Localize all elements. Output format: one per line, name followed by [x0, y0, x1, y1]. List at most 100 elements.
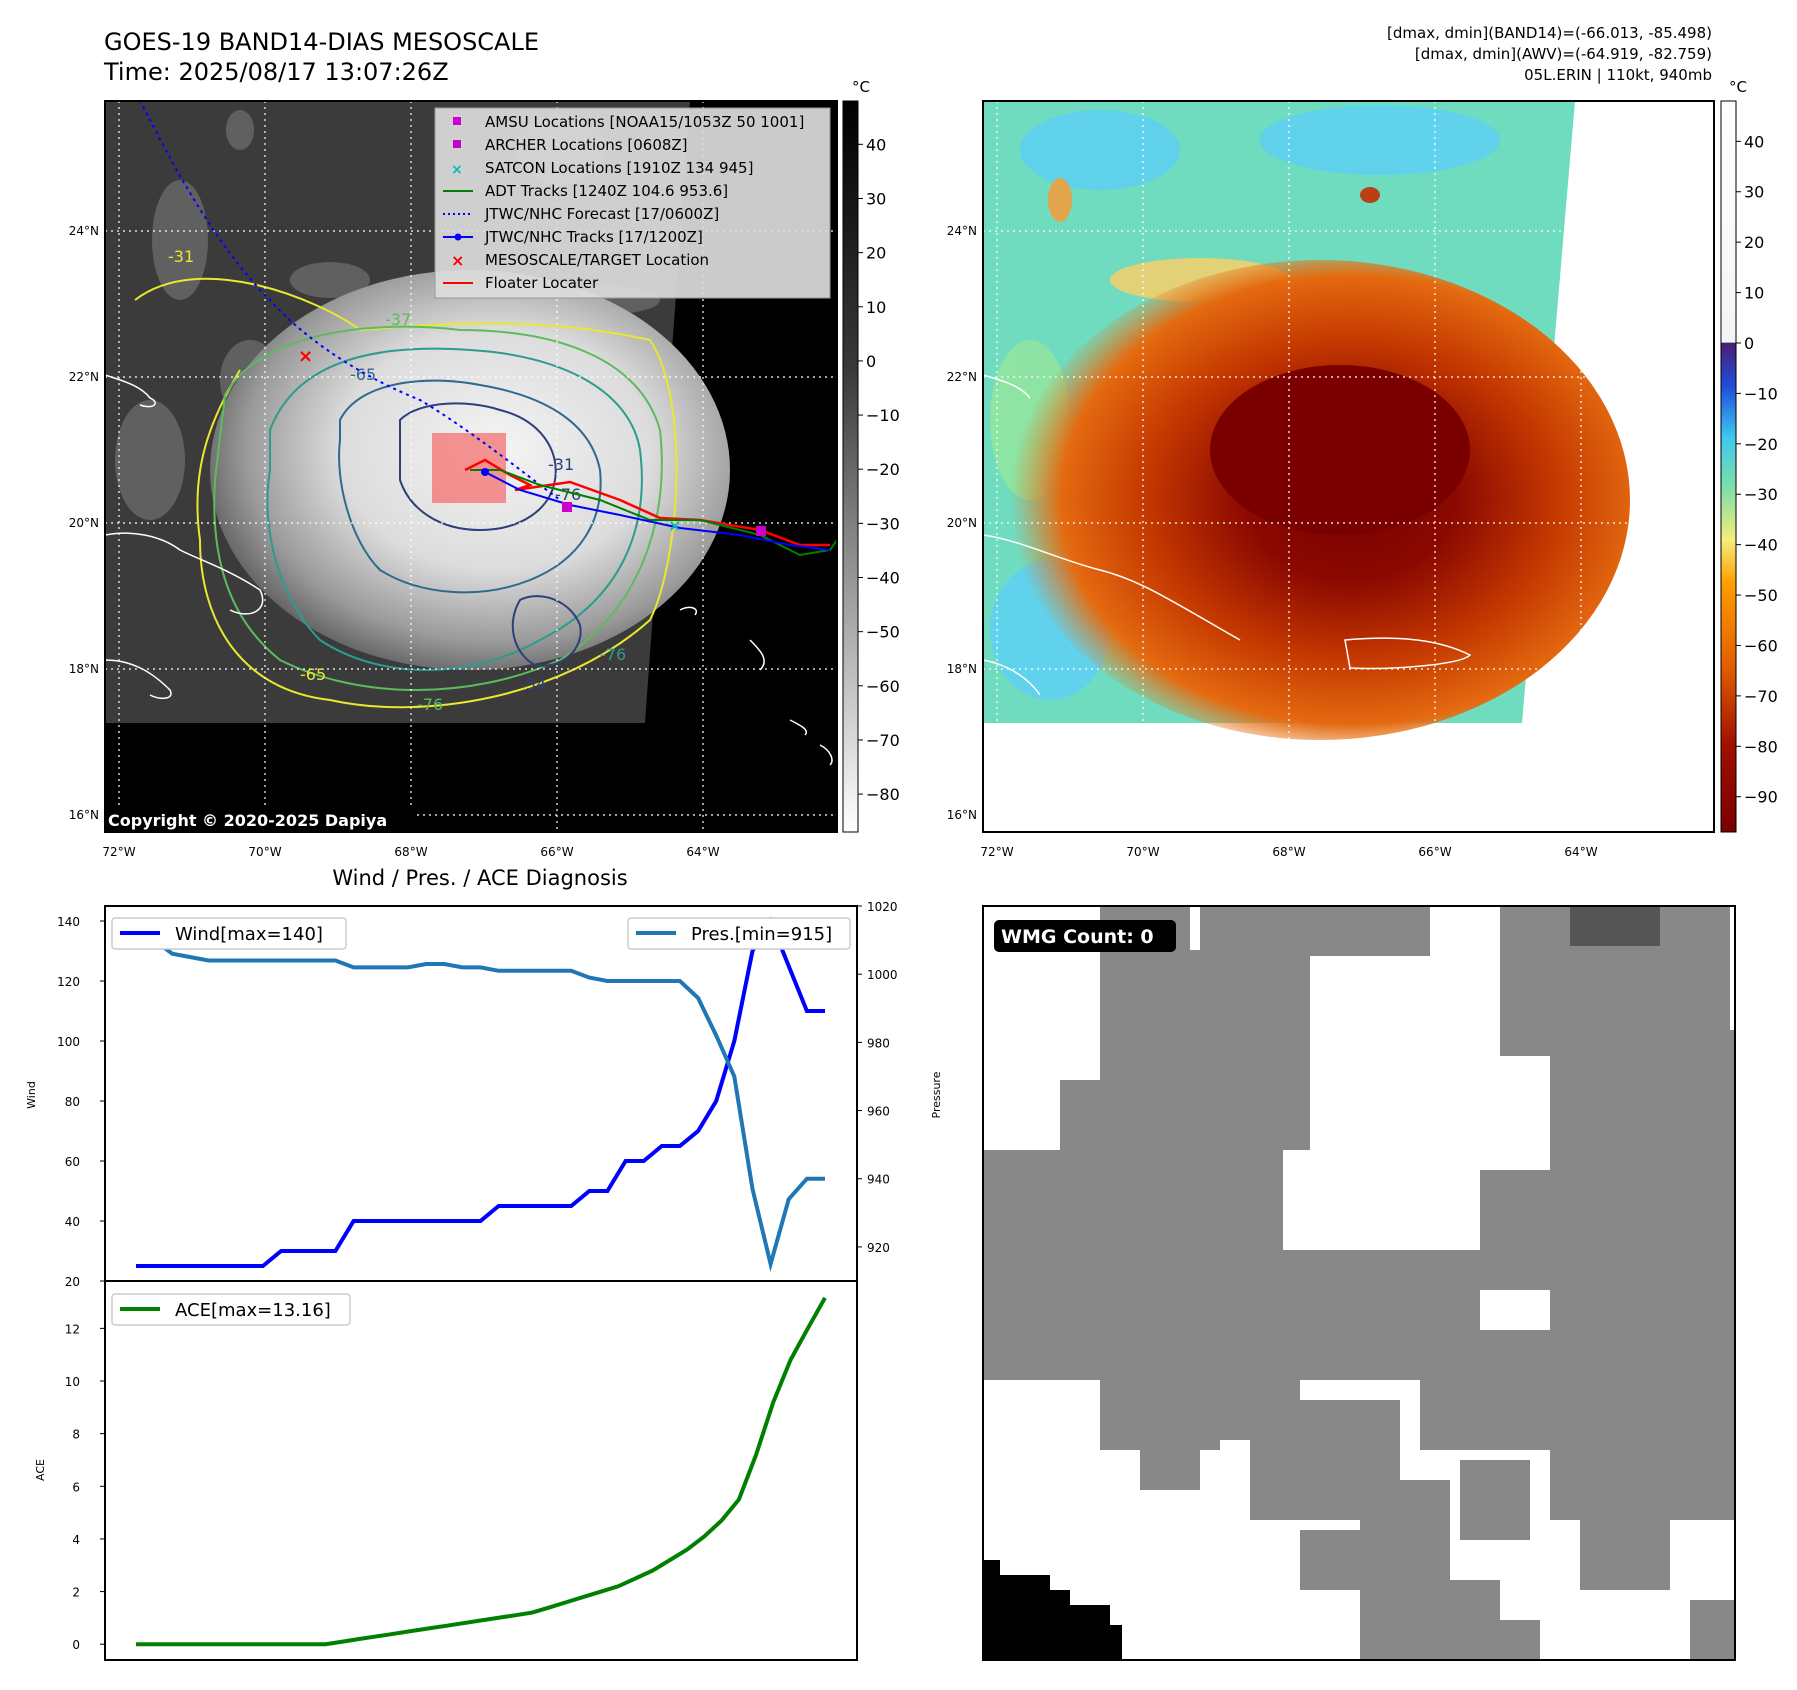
wind-series-line: [136, 916, 825, 1268]
contour-label: -31: [548, 455, 574, 474]
figure-title-line1: GOES-19 BAND14-DIAS MESOSCALE: [104, 28, 539, 56]
colorbar-tick-label: 20: [866, 244, 886, 263]
lon-tick-label: 70°W: [248, 845, 281, 859]
mesoscale-target-marker: ×: [298, 346, 313, 367]
contour-label: -31: [168, 247, 194, 266]
ace-axis-label: ACE: [34, 1459, 47, 1481]
contour-label: -65: [300, 665, 326, 684]
figure-title-line2: Time: 2025/08/17 13:07:26Z: [103, 58, 449, 86]
awv-colorbar: °C 40 30 20 10 0 −10 −20 −30 −40 −50 −60 −70 −80 −90: [1720, 78, 1778, 833]
legend-marker-square: [453, 140, 461, 148]
satcon-marker: ×: [668, 516, 681, 535]
awv-map-frame: [982, 100, 1715, 833]
legend-label: AMSU Locations [NOAA15/1053Z 50 1001]: [485, 113, 804, 131]
lat-tick-label: 18°N: [947, 662, 977, 676]
lon-tick-label: 68°W: [1272, 845, 1305, 859]
wmg-count-badge: [994, 920, 1176, 952]
diagnosis-title: Wind / Pres. / ACE Diagnosis: [332, 866, 627, 890]
ir-colorbar-unit: °C: [852, 78, 870, 96]
archer-marker: [756, 526, 766, 536]
wmg-panel: WMG Count: 0: [982, 905, 1736, 1661]
colorbar-tick-label: −40: [1744, 536, 1778, 555]
colorbar-tick-label: −10: [866, 406, 900, 425]
legend-item: JTWC/NHC Tracks [17/1200Z]: [443, 228, 703, 246]
wind-legend-box: [111, 917, 347, 950]
legend-label: ADT Tracks [1240Z 104.6 953.6]: [485, 182, 728, 200]
legend: AMSU Locations [NOAA15/1053Z 50 1001] AR…: [434, 107, 831, 299]
y-tick-label: 1020: [867, 900, 898, 914]
ir-map: -31 -37 -65 -76 -54 -76 -65 -31 -76 × ×: [69, 100, 838, 859]
lat-tick-label: 16°N: [69, 808, 99, 822]
wmg-dark-block: [1570, 906, 1660, 946]
y-tick-label: 100: [57, 1035, 80, 1049]
lon-tick-label: 64°W: [686, 845, 719, 859]
ir-colorbar: °C 40 30 20 10 0 −10 −20 −30 −40 −50 −60 −70 −80: [842, 78, 900, 833]
lat-tick-label: 20°N: [947, 516, 977, 530]
legend-label: MESOSCALE/TARGET Location: [485, 251, 709, 269]
pressure-legend-box: [627, 917, 851, 950]
contour-label: -37: [385, 310, 411, 329]
legend-marker-x: ×: [451, 162, 463, 178]
y-tick-label: 920: [867, 1241, 890, 1255]
awv-lat-labels: 24°N 22°N 20°N 18°N 16°N: [947, 224, 977, 822]
ir-colorbar-scale: [842, 100, 859, 833]
contour-label: -76: [417, 695, 443, 714]
colorbar-tick-label: 0: [866, 352, 876, 371]
y-tick-label: 0: [72, 1638, 80, 1652]
ace-panel: [104, 1280, 858, 1661]
wind-legend-label: Wind[max=140]: [175, 924, 323, 945]
legend-label: JTWC/NHC Tracks [17/1200Z]: [484, 228, 703, 246]
lat-tick-label: 24°N: [69, 224, 99, 238]
lon-tick-label: 70°W: [1126, 845, 1159, 859]
jtwc-track: [484, 471, 831, 551]
lat-tick-label: 20°N: [69, 516, 99, 530]
colorbar-tick-label: −80: [866, 785, 900, 804]
legend-label: JTWC/NHC Forecast [17/0600Z]: [484, 205, 719, 223]
y-tick-label: 2: [72, 1586, 80, 1600]
contour-label: -65: [350, 365, 376, 384]
y-tick-label: 980: [867, 1036, 890, 1050]
lat-tick-label: 22°N: [947, 370, 977, 384]
y-tick-label: 4: [72, 1533, 80, 1547]
awv-colorbar-unit: °C: [1729, 78, 1747, 96]
ace-legend-label: ACE[max=13.16]: [175, 1300, 331, 1321]
colorbar-tick-label: −70: [866, 731, 900, 750]
ir-contours: [134, 277, 678, 709]
colorbar-tick-label: 30: [866, 189, 886, 208]
lat-tick-label: 24°N: [947, 224, 977, 238]
legend-item: ARCHER Locations [0608Z]: [453, 136, 688, 154]
wmg-frame: [982, 905, 1736, 1661]
wmg-count-label: WMG Count: 0: [1001, 926, 1154, 948]
y-tick-label: 8: [72, 1428, 80, 1442]
colorbar-tick-label: 40: [866, 135, 886, 154]
lat-tick-label: 18°N: [69, 662, 99, 676]
y-tick-label: 40: [65, 1215, 80, 1229]
lat-tick-label: 22°N: [69, 370, 99, 384]
y-tick-label: 120: [57, 975, 80, 989]
ir-lat-labels: 24°N 22°N 20°N 18°N 16°N: [69, 224, 99, 822]
colorbar-tick-label: −50: [1744, 586, 1778, 605]
wmg-black-block: [983, 1560, 1122, 1660]
legend-item: × SATCON Locations [1910Z 134 945]: [451, 159, 753, 178]
colorbar-tick-label: 0: [1744, 334, 1754, 353]
ir-lon-labels: 72°W 70°W 68°W 66°W 64°W: [102, 845, 719, 859]
colorbar-tick-label: −20: [1744, 435, 1778, 454]
wmg-mask-blocks: [983, 906, 1735, 1660]
legend-item: ADT Tracks [1240Z 104.6 953.6]: [443, 182, 728, 200]
colorbar-tick-label: −60: [1744, 636, 1778, 655]
ir-map-frame: [104, 100, 838, 833]
wind-axis-label: Wind: [25, 1081, 38, 1109]
awv-gridlines: [983, 101, 1714, 832]
y-tick-label: 20: [65, 1275, 80, 1289]
legend-item: × MESOSCALE/TARGET Location: [451, 251, 709, 270]
y-tick-label: 960: [867, 1105, 890, 1119]
lon-tick-label: 72°W: [102, 845, 135, 859]
colorbar-tick-label: 10: [1744, 284, 1764, 303]
awv-lon-labels: 72°W 70°W 68°W 66°W 64°W: [980, 845, 1597, 859]
legend-marker-square: [453, 117, 461, 125]
colorbar-tick-label: −80: [1744, 737, 1778, 756]
y-tick-label: 80: [65, 1095, 80, 1109]
ace-series-line: [136, 1296, 827, 1647]
colorbar-tick-label: 10: [866, 298, 886, 317]
